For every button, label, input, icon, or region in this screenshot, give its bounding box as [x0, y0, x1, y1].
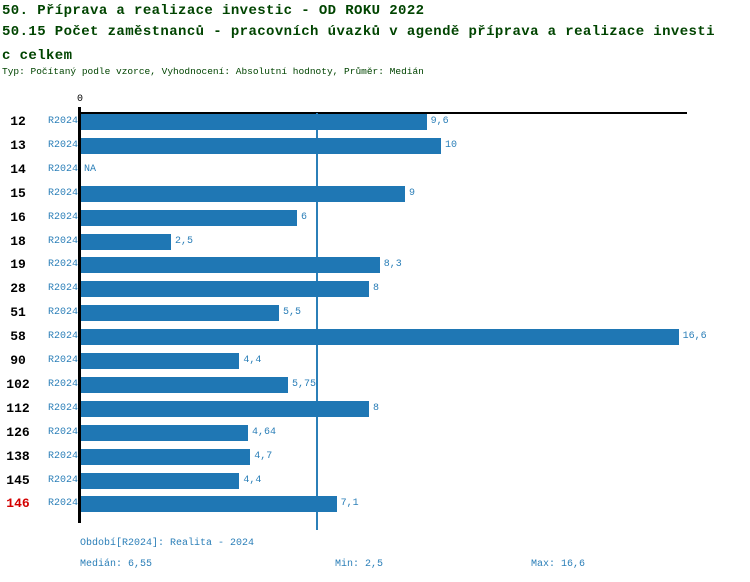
- row-id-label: 90: [10, 353, 26, 368]
- bar-value-label: 7,1: [340, 498, 359, 510]
- bar: [81, 114, 427, 130]
- bar-value-label: 16,6: [682, 331, 707, 343]
- row-period-label: R2024: [47, 355, 78, 366]
- bar-value-label: NA: [84, 163, 97, 175]
- chart-row: 16 R2024 6: [0, 209, 750, 226]
- row-id-label: 126: [6, 424, 30, 440]
- bar-value-label: 8: [373, 402, 380, 414]
- row-id-label: 102: [6, 376, 30, 392]
- chart-row: 145 R2024 4,4: [0, 472, 750, 489]
- row-period-label: R2024: [47, 450, 78, 462]
- bar-value-label: 8,3: [383, 259, 402, 271]
- x-axis-line: [78, 112, 687, 114]
- chart-row: 112 R2024 8: [0, 400, 750, 417]
- chart-row: 13 R2024 10: [0, 137, 750, 154]
- footer-median: Medián: 6,55: [80, 559, 153, 570]
- row-id-label: 51: [10, 305, 26, 321]
- bar-value-label: 10: [445, 139, 458, 151]
- bar: [81, 185, 405, 202]
- row-id-label: 146: [6, 496, 30, 512]
- chart-row: 15 R2024 9: [0, 185, 750, 202]
- row-id-label: 28: [10, 281, 26, 297]
- chart-row: 18 R2024 2,5: [0, 233, 750, 250]
- row-id-label: 58: [10, 329, 26, 345]
- bar: [81, 472, 240, 489]
- footer-min: Min: 2,5: [335, 559, 384, 570]
- chart-title-line-1: 50. Příprava a realizace investic - OD R…: [2, 3, 425, 19]
- row-id-label: 16: [10, 209, 26, 225]
- bar-value-label: 4,7: [254, 450, 273, 462]
- row-period-label: R2024: [47, 283, 78, 295]
- chart-row: 19 R2024 8,3: [0, 257, 750, 274]
- row-id-label: 112: [6, 400, 30, 416]
- bar: [81, 281, 369, 298]
- median-reference-line: [316, 113, 319, 530]
- chart-row: 51 R2024 5,5: [0, 305, 750, 322]
- chart-row: 28 R2024 8: [0, 281, 750, 298]
- chart-row: 126 R2024 4,64: [0, 424, 750, 441]
- row-period-label: R2024: [47, 163, 78, 175]
- row-id-label: 18: [10, 233, 26, 249]
- row-id-label: 138: [6, 448, 30, 464]
- bar-value-label: 9,6: [430, 116, 449, 127]
- chart-row: 138 R2024 4,7: [0, 448, 750, 465]
- x-axis-zero-tick-label: 0: [76, 94, 83, 105]
- row-id-label: 12: [10, 114, 26, 129]
- row-period-label: R2024: [47, 139, 78, 151]
- row-id-label: 14: [10, 161, 26, 177]
- bar-value-label: 8: [373, 283, 380, 295]
- bar: [81, 496, 337, 513]
- chart-row: 90 R2024 4,4: [0, 353, 750, 369]
- bar-value-label: 5,75: [292, 378, 317, 390]
- chart-subtitle: Typ: Počítaný podle vzorce, Vyhodnocení:…: [2, 66, 424, 77]
- bar: [81, 329, 679, 346]
- row-period-label: R2024: [47, 187, 78, 199]
- row-id-label: 19: [10, 257, 26, 273]
- chart-row: 12 R2024 9,6: [0, 114, 750, 130]
- bar: [81, 305, 279, 322]
- bar: [81, 233, 171, 250]
- row-id-label: 145: [6, 472, 30, 488]
- row-id-label: 13: [10, 137, 26, 153]
- row-period-label: R2024: [47, 211, 78, 223]
- row-period-label: R2024: [47, 474, 78, 486]
- chart-row: 102 R2024 5,75: [0, 376, 750, 393]
- row-period-label: R2024: [47, 402, 78, 414]
- bar: [81, 257, 380, 274]
- row-id-label: 15: [10, 185, 26, 201]
- chart-row: 58 R2024 16,6: [0, 329, 750, 346]
- bar-value-label: 2,5: [175, 235, 194, 247]
- footer-period-info: Období[R2024]: Realita - 2024: [80, 538, 255, 549]
- bar: [81, 209, 297, 226]
- footer-max: Max: 16,6: [531, 559, 586, 570]
- row-period-label: R2024: [47, 498, 78, 510]
- row-period-label: R2024: [47, 307, 78, 319]
- bar: [81, 376, 288, 393]
- chart-row: 146 R2024 7,1: [0, 496, 750, 513]
- bar: [81, 424, 249, 441]
- row-period-label: R2024: [47, 426, 78, 438]
- chart-title-line-2: 50.15 Počet zaměstnanců - pracovních úva…: [2, 24, 715, 40]
- bar: [81, 353, 240, 369]
- bar-value-label: 4,4: [243, 355, 262, 366]
- y-axis-line: [78, 107, 81, 523]
- row-period-label: R2024: [47, 259, 78, 271]
- bar-value-label: 9: [409, 187, 416, 199]
- bar: [81, 448, 251, 465]
- row-period-label: R2024: [47, 116, 78, 127]
- bar: [81, 137, 441, 154]
- chart-title-line-3: c celkem: [2, 48, 73, 64]
- chart-row: 14 R2024 NA: [0, 162, 750, 178]
- bar-value-label: 5,5: [283, 307, 302, 319]
- row-period-label: R2024: [47, 378, 78, 390]
- bar-value-label: 4,64: [252, 426, 277, 438]
- bar-value-label: 6: [301, 211, 308, 223]
- row-period-label: R2024: [47, 235, 78, 247]
- row-period-label: R2024: [47, 331, 78, 343]
- bar-value-label: 4,4: [243, 474, 262, 486]
- bar: [81, 400, 369, 417]
